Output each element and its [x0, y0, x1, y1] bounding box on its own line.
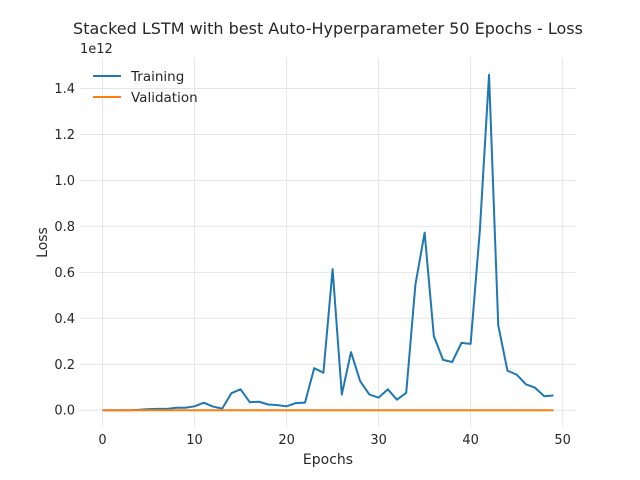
chart-title: Stacked LSTM with best Auto-Hyperparamet… — [73, 19, 583, 38]
x-tick-label: 30 — [370, 433, 387, 448]
y-tick-labels: 0.0 0.2 0.4 0.6 0.8 1.0 1.2 1.4 — [54, 82, 75, 419]
y-tick-label: 0.4 — [54, 312, 75, 327]
y-tick-label: 0.6 — [54, 266, 75, 281]
x-tick-labels: 0 10 20 30 40 50 — [98, 433, 571, 448]
series-lines — [102, 73, 554, 412]
x-tick-label: 20 — [278, 433, 295, 448]
y-tick-label: 0.8 — [54, 220, 75, 235]
x-tick-label: 40 — [462, 433, 479, 448]
y-tick-label: 1.2 — [54, 128, 75, 143]
y-axis-label: Loss — [35, 227, 51, 258]
plot-area — [80, 58, 576, 427]
series-line-training — [102, 73, 554, 412]
x-tick-label: 50 — [554, 433, 571, 448]
x-tick-label: 10 — [186, 433, 203, 448]
y-tick-label: 1.0 — [54, 174, 75, 189]
y-tick-label: 1.4 — [54, 82, 75, 97]
legend-label-validation: Validation — [131, 90, 198, 106]
legend-label-training: Training — [130, 69, 184, 85]
legend: Training Validation — [93, 69, 198, 106]
y-offset-label: 1e12 — [80, 42, 113, 57]
y-tick-label: 0.2 — [54, 358, 75, 373]
grid — [80, 58, 576, 427]
x-axis-label: Epochs — [303, 452, 353, 468]
x-tick-label: 0 — [98, 433, 106, 448]
y-tick-label: 0.0 — [54, 404, 75, 419]
